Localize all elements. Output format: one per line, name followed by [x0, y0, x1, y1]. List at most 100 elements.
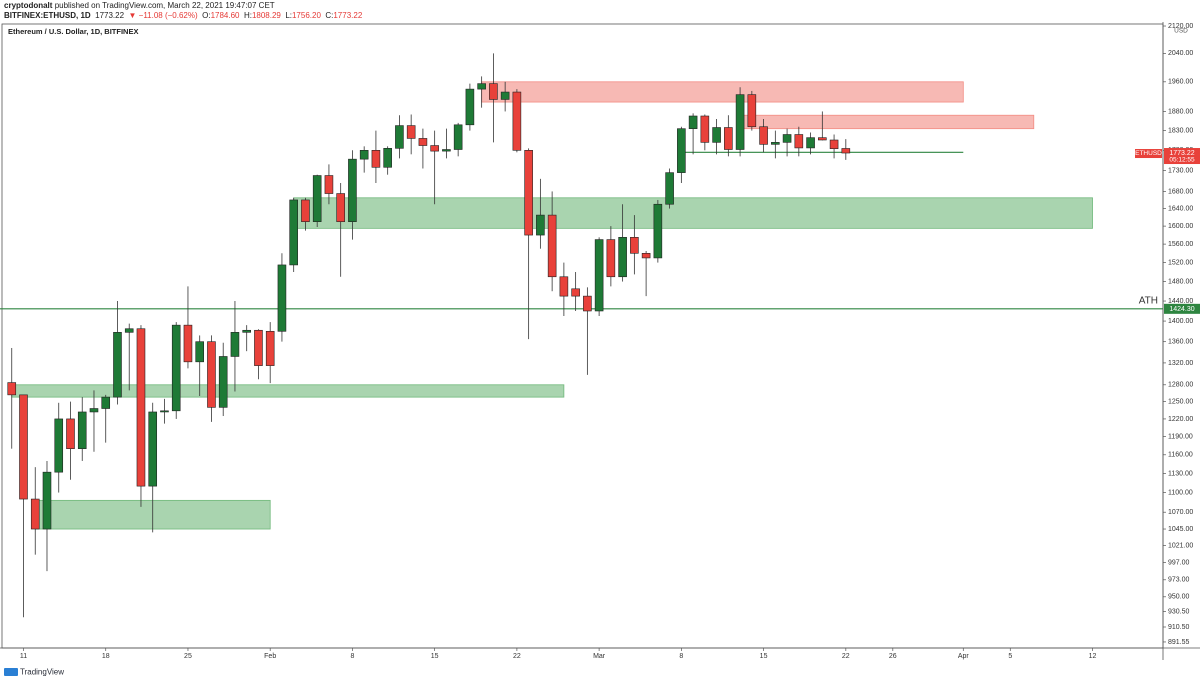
candle-body — [19, 394, 28, 500]
l-value: 1756.20 — [291, 11, 321, 20]
candle-body — [430, 145, 439, 152]
candle-body — [677, 128, 686, 173]
candle-body — [829, 139, 839, 150]
candle-body — [312, 175, 322, 222]
change: ▼ −11.08 (−0.62%) — [128, 11, 198, 20]
h-value: 1808.29 — [251, 11, 281, 20]
candle-body — [371, 150, 381, 168]
candle-body — [500, 91, 510, 100]
candle-body — [124, 328, 134, 333]
candle-body — [254, 329, 263, 366]
candle-body — [289, 199, 298, 266]
candle-body — [77, 411, 87, 449]
x-tick-label: Feb — [264, 653, 276, 660]
candle-body — [536, 214, 545, 236]
zone — [293, 197, 1093, 229]
candle-body — [594, 239, 604, 312]
candle-body — [735, 94, 745, 150]
candle-body — [207, 341, 216, 408]
candle-body — [512, 91, 522, 151]
c-value: 1773.22 — [333, 11, 363, 20]
candle-body — [653, 203, 663, 259]
candle-body — [688, 115, 698, 129]
candle-body — [171, 324, 181, 412]
candle-body — [148, 411, 158, 487]
y-tick-label: 1830.00 — [1168, 127, 1193, 134]
published: published on TradingView.com, March 22, … — [54, 1, 275, 10]
x-tick-label: 15 — [760, 653, 768, 660]
x-tick-label: 22 — [842, 653, 850, 660]
y-tick-label: 1640.00 — [1168, 205, 1193, 212]
candle-body — [136, 328, 146, 487]
y-tick-label: 1960.00 — [1168, 79, 1193, 86]
x-tick-label: 11 — [20, 653, 27, 660]
y-tick-label: 930.50 — [1168, 608, 1190, 615]
y-tick-label: 1320.00 — [1168, 360, 1193, 367]
y-tick-label: 1520.00 — [1168, 259, 1193, 266]
candle-body — [524, 150, 533, 236]
candle-body — [54, 418, 64, 473]
candle-body — [489, 83, 498, 100]
last: 1773.22 — [95, 11, 125, 20]
y-tick-label: 1130.00 — [1168, 470, 1193, 477]
header: cryptodonalt published on TradingView.co… — [4, 1, 362, 21]
y-tick-label: 1070.00 — [1168, 509, 1193, 516]
candle-body — [465, 88, 475, 126]
y-tick-label: 1280.00 — [1168, 382, 1193, 389]
candle-body — [324, 175, 334, 194]
y-tick-label: 1400.00 — [1168, 318, 1193, 325]
candle-body — [559, 276, 569, 297]
y-tick-label: 1190.00 — [1168, 433, 1193, 440]
candle-body — [395, 125, 404, 149]
last-tag-price: 1773.22 — [1169, 150, 1194, 157]
candle-body — [583, 295, 592, 312]
candle-body — [759, 126, 768, 145]
candle-body — [712, 127, 721, 143]
candle-body — [89, 408, 99, 413]
y-tick-label: 973.00 — [1168, 577, 1190, 584]
candle-body — [771, 142, 780, 145]
candle-body — [641, 252, 651, 259]
candle-body — [747, 94, 757, 128]
chart-title: Ethereum / U.S. Dollar, 1D, BITFINEX — [8, 27, 138, 36]
candle-body — [195, 341, 205, 363]
last-tag-countdown: 05:12:55 — [1169, 157, 1195, 164]
candle-body — [618, 237, 627, 278]
currency: USD — [1174, 28, 1188, 35]
y-tick-label: 2040.00 — [1168, 50, 1193, 57]
quote-line: BITFINEX:ETHUSD, 1D 1773.22 ▼ −11.08 (−0… — [4, 11, 362, 21]
candle-body — [794, 134, 804, 149]
publish-line: cryptodonalt published on TradingView.co… — [4, 1, 362, 11]
y-tick-label: 1600.00 — [1168, 223, 1193, 230]
y-tick-label: 1160.00 — [1168, 452, 1193, 459]
x-tick-label: 8 — [350, 653, 354, 660]
candle-body — [30, 498, 40, 530]
candle-body — [406, 125, 416, 139]
y-tick-label: 1100.00 — [1168, 489, 1193, 496]
y-tick-label: 1021.00 — [1168, 542, 1193, 549]
x-tick-label: 18 — [102, 653, 110, 660]
x-tick-label: 15 — [431, 653, 439, 660]
y-tick-label: 1220.00 — [1168, 416, 1193, 423]
candle-body — [606, 239, 616, 278]
c-label: C: — [325, 11, 334, 20]
candle-body — [113, 332, 122, 398]
y-tick-label: 1440.00 — [1168, 298, 1193, 305]
candle-body — [66, 418, 75, 449]
candle-body — [700, 115, 710, 143]
candle-body — [242, 329, 251, 333]
zone — [739, 114, 1035, 130]
candle-body — [453, 124, 463, 150]
y-tick-label: 1880.00 — [1168, 108, 1193, 115]
candle-body — [806, 137, 815, 149]
h-label: H: — [243, 11, 252, 20]
x-tick-label: 22 — [513, 653, 521, 660]
level-label: ATH — [1139, 295, 1158, 306]
candle-body — [547, 214, 557, 278]
footer: TradingView — [4, 668, 64, 677]
y-tick-label: 1480.00 — [1168, 278, 1193, 285]
x-tick-label: 12 — [1089, 653, 1097, 660]
l-label: L: — [285, 11, 292, 20]
o-value: 1784.60 — [210, 11, 240, 20]
x-tick-label: 5 — [1008, 653, 1012, 660]
